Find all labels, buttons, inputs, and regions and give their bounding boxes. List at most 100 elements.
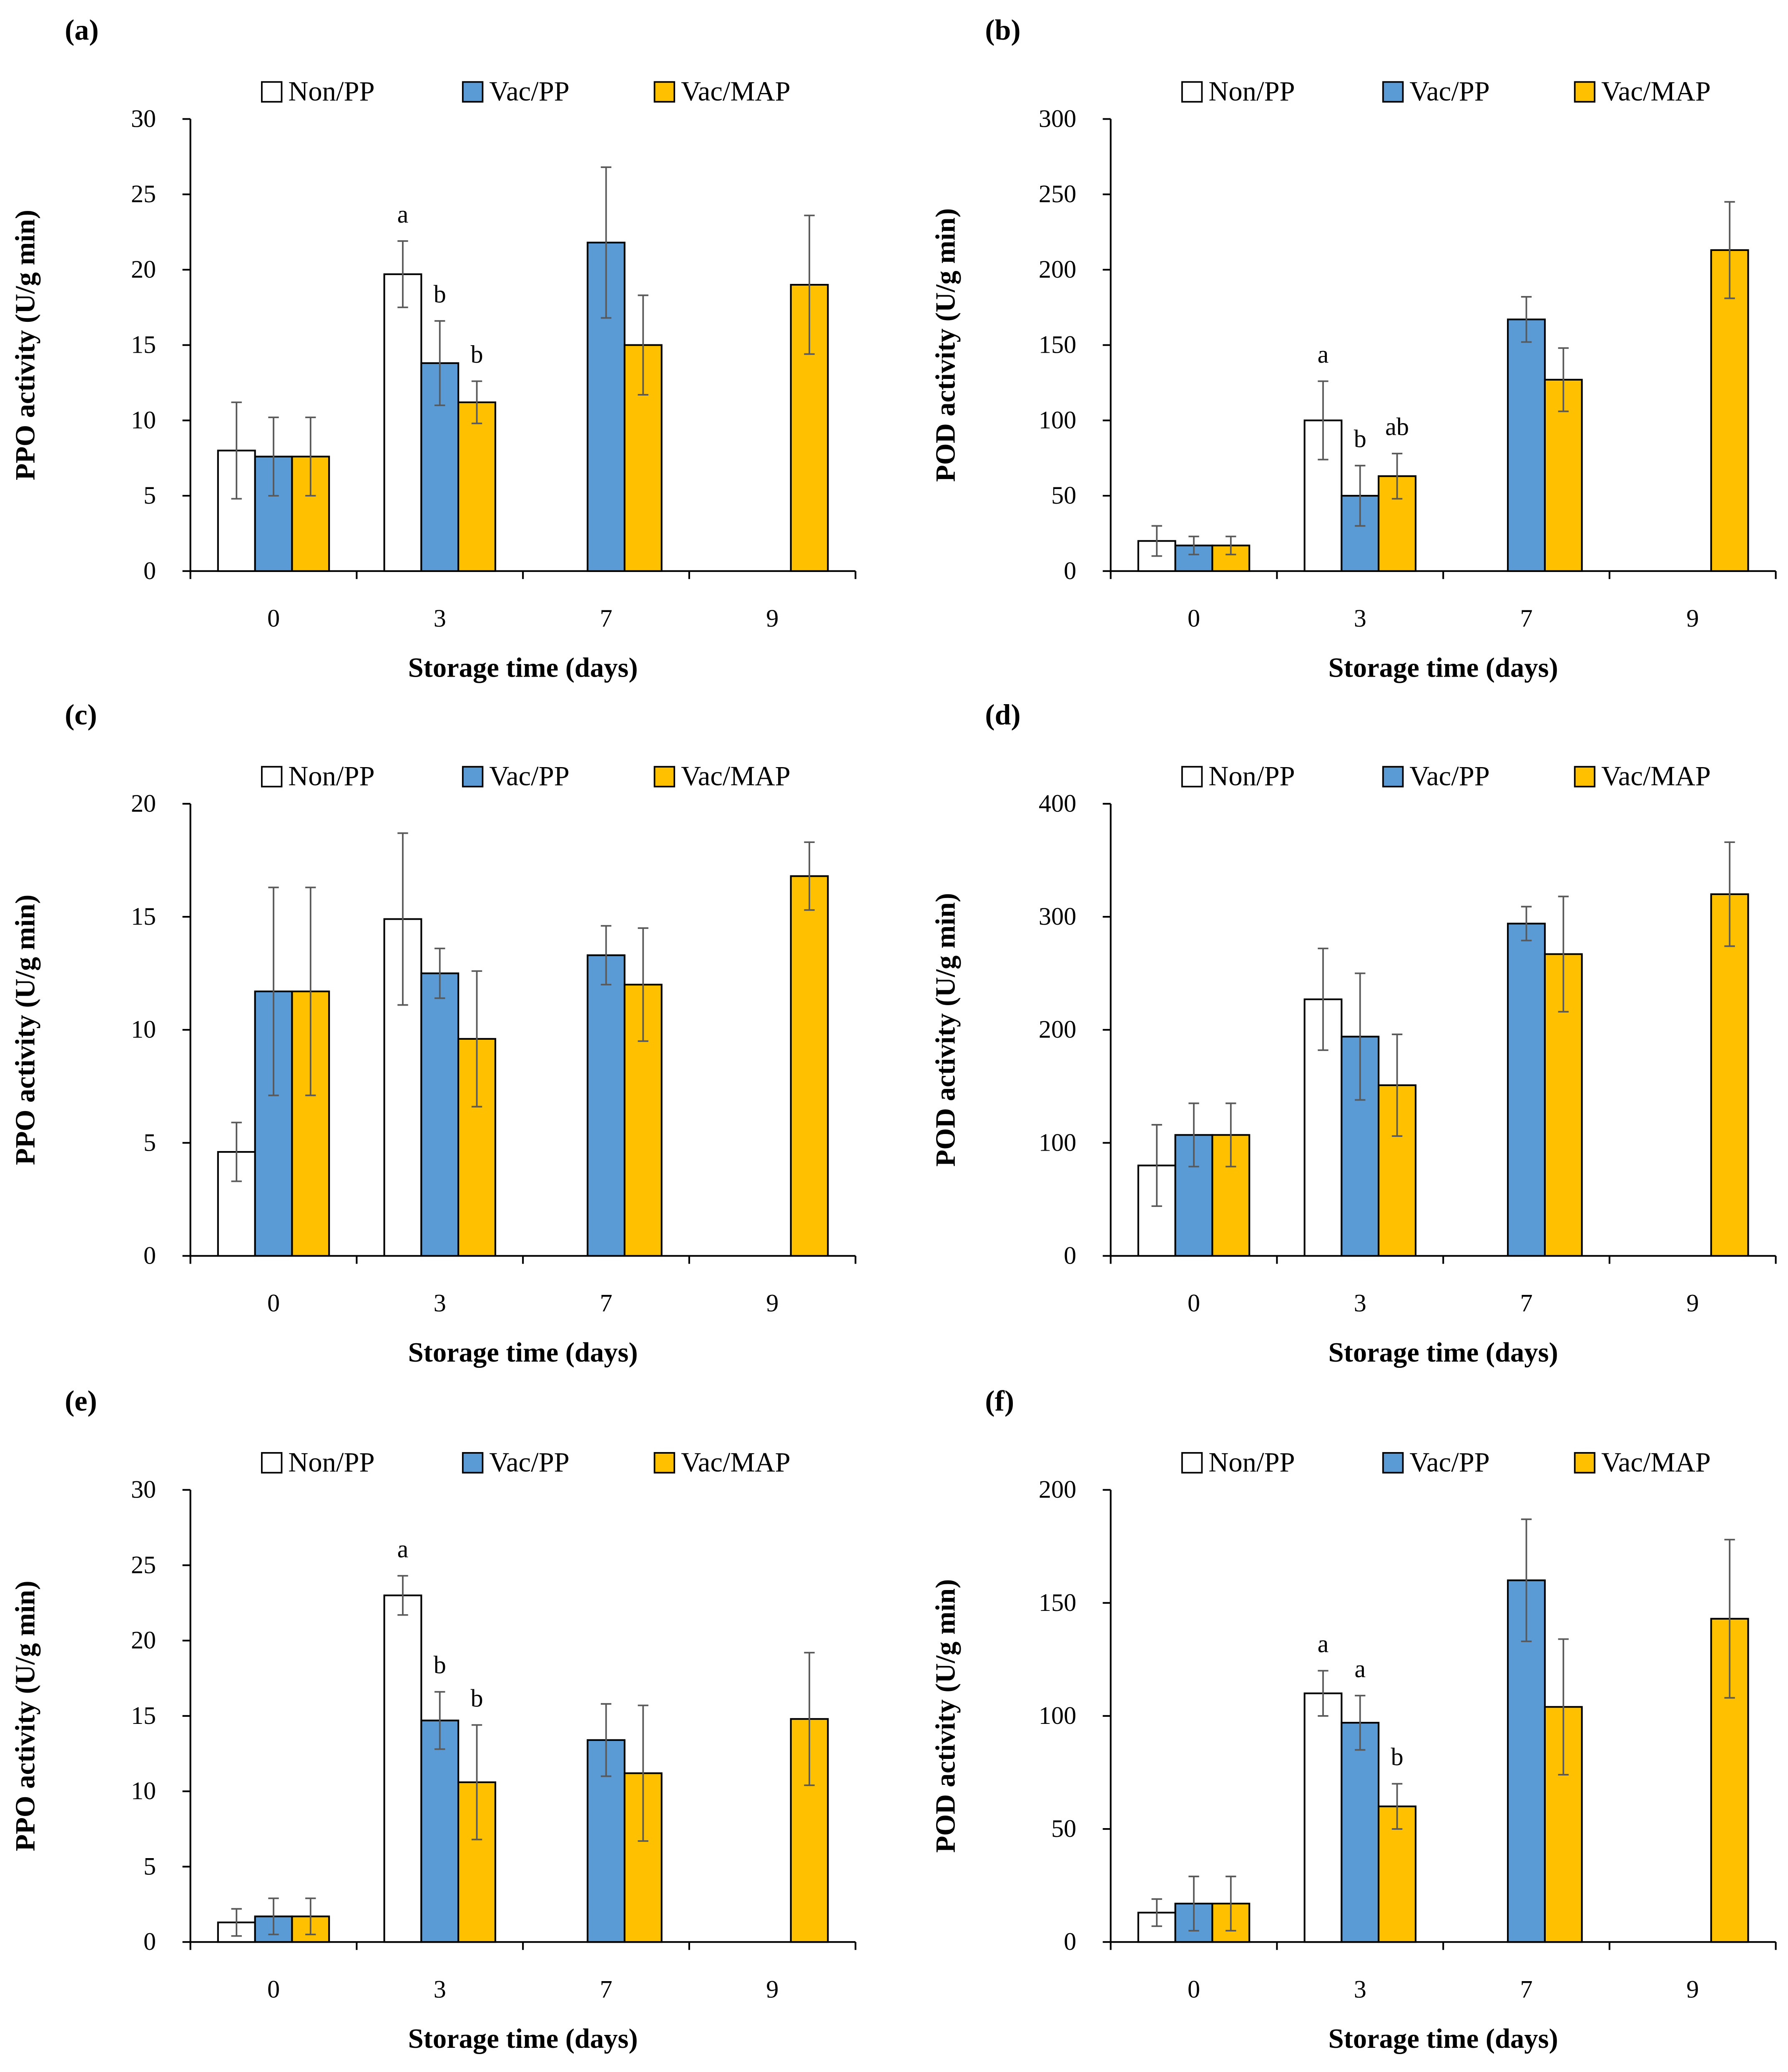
legend-label: Non/PP	[288, 761, 374, 792]
x-tick-label: 7	[600, 1975, 612, 2003]
y-tick-label: 30	[131, 1476, 156, 1504]
significance-letter: a	[397, 1535, 409, 1563]
panel-label: (c)	[65, 699, 97, 731]
legend-label: Vac/PP	[1409, 1447, 1489, 1477]
x-tick-label: 7	[600, 605, 612, 632]
chart-panel-c: (c) Non/PP Vac/PP Vac/MAP 0 5 10 15 20 0 3 7 9 Storag…	[10, 699, 856, 1368]
significance-letter: b	[1391, 1743, 1403, 1771]
significance-letter: a	[1318, 341, 1329, 369]
x-tick-label: 0	[267, 605, 280, 632]
x-tick-label: 0	[267, 1975, 280, 2003]
legend-swatch	[462, 81, 484, 103]
y-tick-label: 150	[1039, 1589, 1076, 1617]
y-tick-label: 20	[131, 256, 156, 283]
legend-label: Vac/MAP	[681, 76, 791, 107]
y-tick-label: 50	[1051, 482, 1076, 509]
x-tick-label: 9	[1686, 605, 1699, 632]
y-tick-label: 0	[1064, 557, 1076, 585]
y-tick-label: 15	[131, 1702, 156, 1730]
y-tick-label: 0	[143, 557, 156, 585]
legend-label: Vac/MAP	[1601, 76, 1711, 107]
bar-vac-pp	[1507, 923, 1546, 1257]
legend-swatch	[261, 81, 283, 103]
panel-label: (e)	[65, 1385, 97, 1417]
y-tick-label: 400	[1039, 790, 1076, 818]
bar-non-pp	[1303, 1692, 1343, 1943]
panel-label: (b)	[985, 14, 1020, 46]
x-tick-label: 0	[1188, 605, 1200, 632]
y-tick-label: 10	[131, 1016, 156, 1044]
legend-label: Non/PP	[1208, 1447, 1295, 1477]
y-axis-title: PPO activity (U/g min)	[10, 1580, 40, 1851]
legend-label: Non/PP	[1208, 761, 1295, 792]
legend-swatch	[1574, 1452, 1596, 1474]
legend-label: Non/PP	[1208, 76, 1295, 107]
significance-letter: a	[1354, 1655, 1366, 1683]
y-tick-label: 150	[1039, 331, 1076, 359]
panel-label: (f)	[985, 1385, 1014, 1417]
y-tick-label: 100	[1039, 1129, 1076, 1156]
x-tick-label: 3	[1354, 1975, 1366, 2003]
significance-letter: a	[1318, 1630, 1329, 1658]
legend-label: Vac/PP	[489, 761, 569, 792]
bar-vac-pp	[587, 954, 625, 1257]
y-tick-label: 30	[131, 105, 156, 133]
y-tick-label: 10	[131, 406, 156, 434]
y-tick-label: 300	[1039, 903, 1076, 931]
legend-label: Vac/MAP	[681, 761, 791, 792]
y-axis-title: PPO activity (U/g min)	[10, 895, 40, 1165]
chart-panel-e: (e) Non/PP Vac/PP Vac/MAP 0 5 10 15 20 25 30 0 3 7 9 St…	[10, 1385, 856, 2054]
significance-letter: b	[470, 341, 483, 369]
y-tick-label: 0	[1064, 1242, 1076, 1269]
legend-swatch	[653, 81, 676, 103]
legend-swatch	[653, 1452, 676, 1474]
legend-swatch	[1574, 766, 1596, 788]
y-tick-label: 5	[143, 1129, 156, 1156]
y-axis-title: POD activity (U/g min)	[930, 893, 961, 1166]
y-tick-label: 15	[131, 903, 156, 931]
x-tick-label: 3	[434, 1975, 446, 2003]
x-axis-title: Storage time (days)	[408, 653, 638, 683]
bar-vac-map	[457, 401, 496, 572]
y-tick-label: 200	[1039, 1476, 1076, 1504]
x-tick-label: 3	[434, 1289, 446, 1317]
y-tick-label: 50	[1051, 1815, 1076, 1843]
x-axis-title: Storage time (days)	[408, 2024, 638, 2054]
legend-label: Vac/PP	[1409, 761, 1489, 792]
legend-swatch	[261, 1452, 283, 1474]
x-axis-title: Storage time (days)	[1328, 1337, 1558, 1368]
y-tick-label: 0	[1064, 1928, 1076, 1956]
legend-swatch	[462, 766, 484, 788]
significance-letter: b	[434, 280, 446, 308]
y-tick-label: 20	[131, 1626, 156, 1654]
bar-non-pp	[383, 273, 422, 572]
legend-swatch	[1181, 1452, 1203, 1474]
y-axis-title: POD activity (U/g min)	[930, 1579, 961, 1853]
bar-vac-pp	[420, 972, 460, 1257]
x-tick-label: 3	[1354, 605, 1366, 632]
legend-swatch	[1382, 81, 1404, 103]
bar-vac-pp	[420, 1719, 460, 1943]
x-axis-title: Storage time (days)	[1328, 2024, 1558, 2054]
x-tick-label: 7	[1520, 1289, 1532, 1317]
panel-label: (d)	[985, 699, 1020, 731]
x-tick-label: 0	[267, 1289, 280, 1317]
bar-vac-pp	[1341, 1722, 1380, 1943]
x-tick-label: 3	[1354, 1289, 1366, 1317]
chart-panel-d: (d) Non/PP Vac/PP Vac/MAP 0 100 200 300 400 0 3 7 9 S…	[930, 699, 1777, 1368]
x-tick-label: 3	[434, 605, 446, 632]
x-tick-label: 9	[766, 605, 778, 632]
y-tick-label: 250	[1039, 180, 1076, 208]
legend-label: Vac/PP	[1409, 76, 1489, 107]
x-tick-label: 0	[1188, 1975, 1200, 2003]
x-tick-label: 9	[766, 1975, 778, 2003]
bar-vac-map	[790, 875, 829, 1257]
x-tick-label: 0	[1188, 1289, 1200, 1317]
bar-vac-map	[1378, 475, 1417, 572]
chart-panel-a: (a) Non/PP Vac/PP Vac/MAP 0 5 10 15 20 25 30 0 3 7 9 St…	[10, 14, 856, 683]
x-tick-label: 7	[1520, 1975, 1532, 2003]
y-tick-label: 0	[143, 1928, 156, 1956]
significance-letter: b	[434, 1651, 446, 1679]
y-tick-label: 200	[1039, 256, 1076, 283]
